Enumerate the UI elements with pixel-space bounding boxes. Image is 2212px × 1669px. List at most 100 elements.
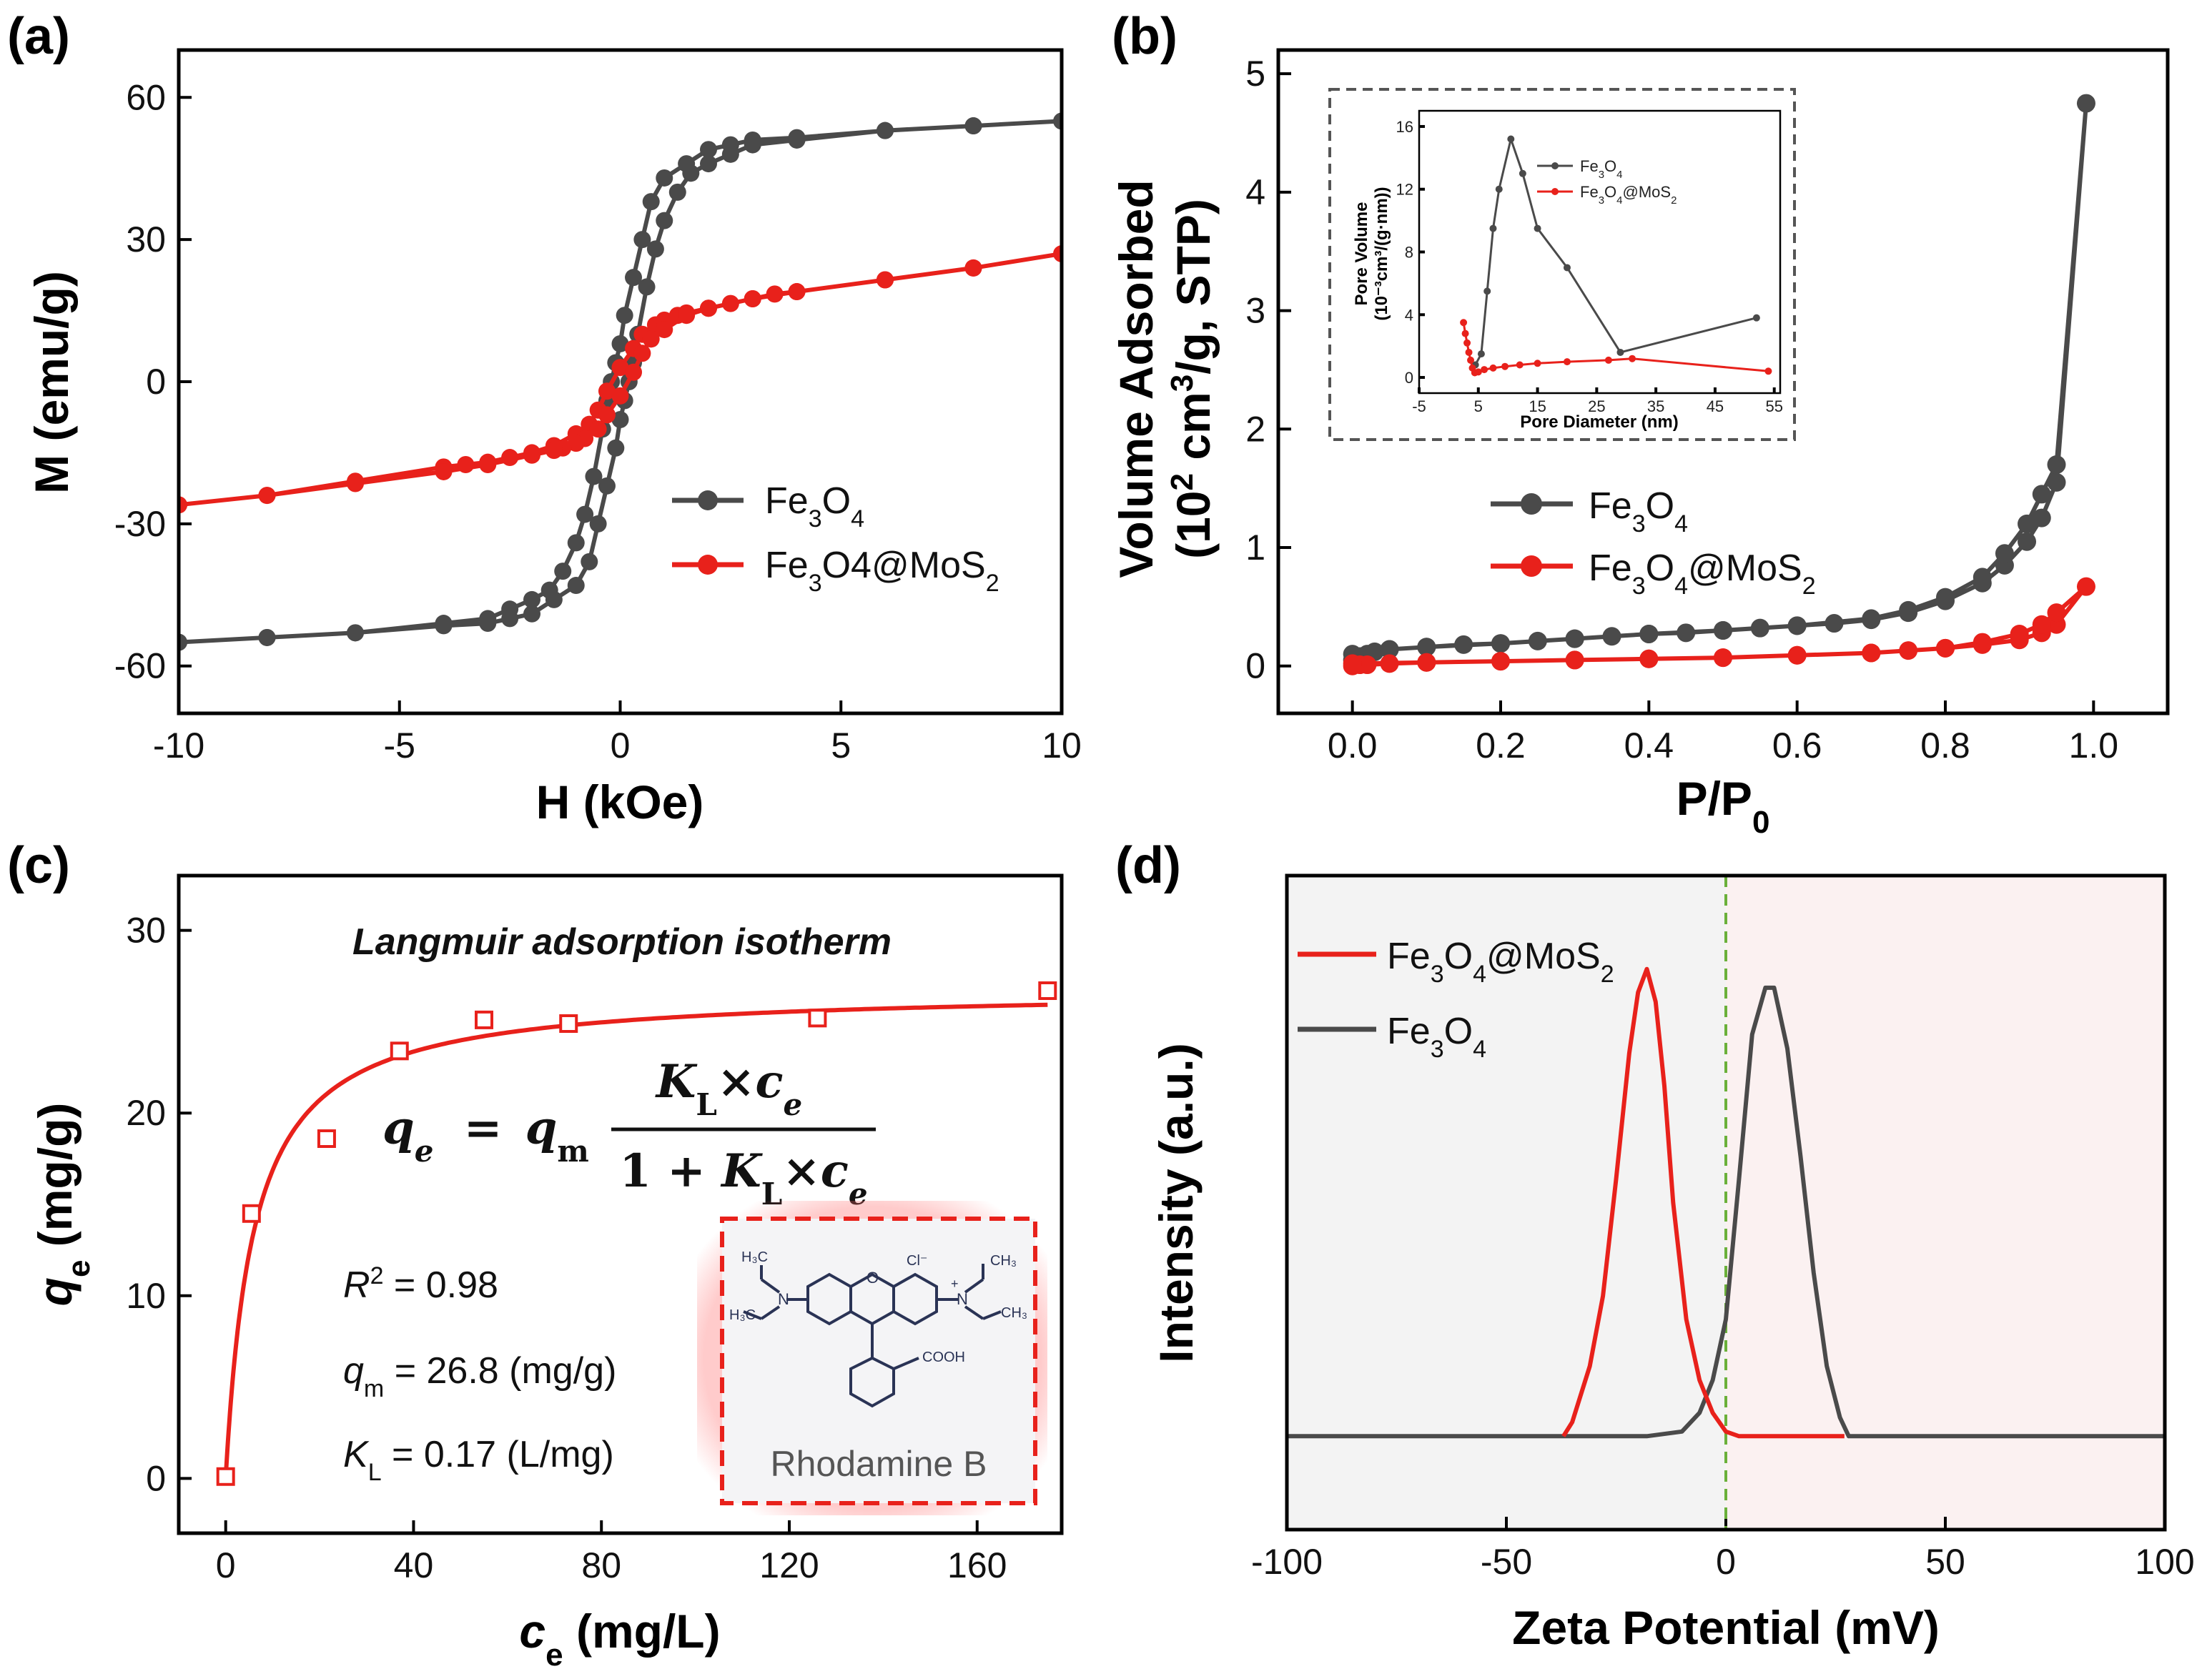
b-inset-ytick-label: 0	[1405, 369, 1413, 387]
b-inset-mos2-point	[1467, 356, 1475, 364]
b-mos2-point	[2032, 615, 2051, 634]
b-inset-legend-marker-mos2	[1551, 188, 1559, 195]
a-ytick-label: 30	[126, 219, 166, 259]
b-inset-fe3o4-point	[1563, 264, 1571, 272]
a-fe3o4-point	[668, 183, 686, 201]
c-data-point	[559, 1014, 578, 1033]
a-mos2-point	[611, 387, 629, 405]
a-xtick-label: 0	[611, 725, 631, 766]
b-inset-mos2-point	[1474, 368, 1482, 376]
a-mos2-point	[678, 307, 696, 325]
b-inset-mos2-point	[1629, 355, 1636, 362]
c-qm: qm = 26.8 (mg/g)	[343, 1350, 616, 1402]
c-xtick-label: 40	[394, 1545, 434, 1585]
b-inset-xtick-label: 45	[1707, 397, 1724, 415]
b-inset-ytick-label: 12	[1396, 181, 1413, 199]
b-mos2-point	[1714, 648, 1732, 668]
a-fe3o4-point	[682, 164, 700, 182]
d-xtick-label: -50	[1481, 1542, 1532, 1582]
c-data-point	[317, 1129, 336, 1148]
b-inset-fe3o4-point	[1489, 224, 1497, 232]
b-legend-label-fe3o4: Fe3O4	[1589, 485, 1688, 538]
b-frame	[1276, 48, 2170, 715]
a-fe3o4-point	[523, 590, 540, 608]
a-mos2-point	[721, 294, 739, 312]
a-legend-label-fe3o4: Fe3O4	[765, 480, 864, 533]
c-label-o: O	[866, 1269, 879, 1287]
b-inset-mos2-point	[1463, 339, 1471, 347]
a-fe3o4-point	[744, 136, 761, 154]
c-xtick-label: 0	[216, 1545, 236, 1585]
panel-label-b: (b)	[1112, 8, 1177, 65]
a-ytick-label: 60	[126, 77, 166, 117]
b-xtick-label: 0.4	[1624, 725, 1674, 766]
a-mos2-point	[964, 259, 982, 277]
c-xtick-label: 80	[581, 1545, 621, 1585]
c-data-point	[1038, 981, 1057, 1000]
a-xlabel: H (kOe)	[536, 776, 704, 828]
c-ylabel: qe (mg/g)	[29, 1103, 97, 1307]
a-fe3o4-point	[625, 269, 643, 287]
a-fe3o4-point	[700, 141, 717, 159]
b-inset-mos2-point	[1489, 364, 1497, 372]
b-inset-box	[1328, 88, 1796, 441]
b-fe3o4-point	[1787, 616, 1807, 635]
d-xtick-label: 0	[1716, 1542, 1736, 1582]
b-mos2-point	[1862, 643, 1881, 663]
c-label-ch3-right2: CH₃	[1001, 1305, 1027, 1321]
a-mos2-point	[766, 285, 784, 303]
b-fe3o4-point	[1454, 635, 1473, 654]
b-fe3o4-point	[1995, 544, 2014, 563]
a-fe3o4-point	[611, 335, 629, 352]
b-inset-xtick-label: 55	[1765, 397, 1782, 415]
c-xtick-label: 160	[947, 1545, 1007, 1585]
c-ytick-label: 20	[126, 1093, 166, 1133]
b-mos2-point	[1787, 645, 1807, 665]
b-fe3o4-point	[1565, 629, 1584, 648]
c-equation: qe = qm KL×ce 1 + KL×ce	[382, 1055, 876, 1212]
b-ytick-label: 4	[1245, 172, 1265, 212]
c-data-point	[216, 1467, 235, 1486]
a-mos2-point	[625, 363, 643, 381]
a-fe3o4-point	[1053, 112, 1062, 130]
a-fe3o4-point	[611, 411, 629, 429]
a-ytick-label: 0	[146, 362, 166, 402]
a-fe3o4-point	[598, 477, 616, 495]
b-legend-label-mos2: Fe3O4@MoS2	[1589, 548, 1816, 600]
a-fe3o4-point	[638, 278, 656, 296]
a-fe3o4-point	[347, 624, 364, 642]
b-inset-fe3o4-point	[1483, 287, 1491, 295]
a-mos2-point	[258, 487, 276, 505]
c-label-n-left: N	[778, 1290, 789, 1308]
b-mos2-point	[2047, 603, 2066, 623]
a-xtick-label: 5	[831, 725, 851, 766]
b-xtick-label: 0.6	[1772, 725, 1822, 766]
c-title: Langmuir adsorption isotherm	[352, 921, 892, 963]
b-mos2-point	[1639, 649, 1659, 668]
b-fe3o4-point	[2047, 455, 2066, 474]
b-legend-marker-mos2	[1521, 555, 1542, 577]
b-xtick-label: 0.2	[1476, 725, 1526, 766]
b-inset-xtick-label: 25	[1588, 397, 1605, 415]
a-mos2-point	[457, 456, 475, 473]
b-inset-mos2-point	[1460, 319, 1468, 327]
b-mos2-point	[1358, 655, 1377, 675]
c-r2: R2 = 0.98	[343, 1262, 498, 1306]
c-label-h3c-left: H₃C	[741, 1249, 768, 1265]
a-ylabel: M (emu/g)	[25, 271, 78, 494]
b-fe3o4-point	[2018, 532, 2037, 551]
b-inset-fe3o4-point	[1752, 314, 1760, 322]
a-mos2-point	[545, 442, 563, 460]
c-rhodamine-caption: Rhodamine B	[771, 1444, 987, 1484]
a-fe3o4-line	[179, 119, 1062, 645]
b-fe3o4-point	[1417, 638, 1436, 657]
b-inset-xtick-label: 5	[1474, 397, 1483, 415]
b-mos2-point	[2076, 577, 2095, 596]
a-legend-marker-fe3o4	[698, 490, 718, 510]
a-fe3o4-point	[964, 117, 982, 135]
d-xtick-label: -100	[1251, 1542, 1323, 1582]
d-xtick-label: 100	[2135, 1542, 2194, 1582]
c-rhodamine-structure	[743, 1264, 1002, 1408]
b-mos2-point	[2010, 624, 2029, 643]
b-fe3o4-point	[2032, 508, 2051, 528]
